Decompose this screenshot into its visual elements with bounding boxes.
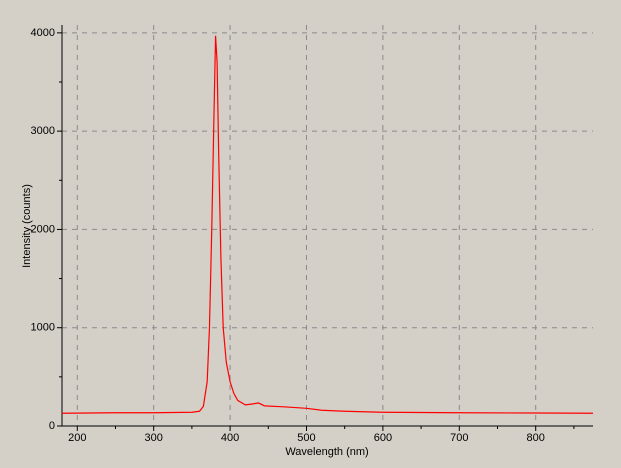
x-axis-label: Wavelength (nm) bbox=[285, 446, 368, 458]
y-tick-label: 4000 bbox=[31, 27, 55, 39]
x-tick-label: 800 bbox=[527, 432, 545, 444]
y-tick-label: 3000 bbox=[31, 125, 55, 137]
x-tick-label: 700 bbox=[450, 432, 468, 444]
y-axis-label: Intensity (counts) bbox=[21, 184, 33, 268]
x-tick-label: 600 bbox=[374, 432, 392, 444]
x-tick-label: 300 bbox=[145, 432, 163, 444]
x-tick-label: 500 bbox=[297, 432, 315, 444]
x-tick-label: 400 bbox=[221, 432, 239, 444]
y-tick-label: 2000 bbox=[31, 223, 55, 235]
y-tick-label: 1000 bbox=[31, 322, 55, 334]
data-line bbox=[61, 35, 594, 414]
y-tick-label: 0 bbox=[49, 420, 55, 432]
x-tick-label: 200 bbox=[68, 432, 86, 444]
